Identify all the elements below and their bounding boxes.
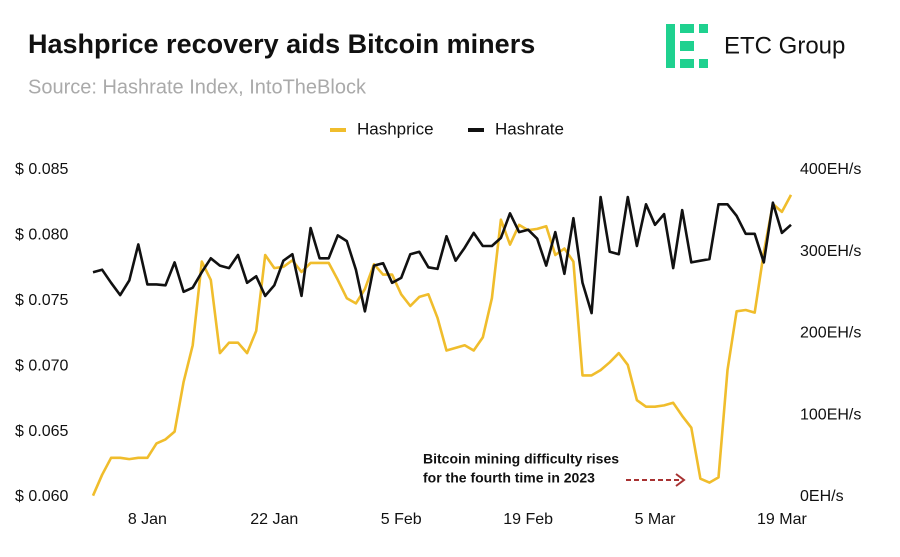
series-line	[92, 195, 792, 315]
y-tick-label: $ 0.085	[15, 161, 68, 178]
y2-tick-label: 100EH/s	[800, 406, 861, 423]
y-tick-label: $ 0.075	[15, 292, 68, 309]
y2-tick-label: 300EH/s	[800, 243, 861, 260]
chart-subtitle: Source: Hashrate Index, IntoTheBlock	[28, 76, 367, 98]
annotation: Bitcoin mining difficulty rises	[423, 451, 619, 467]
x-tick-label: 19 Feb	[503, 511, 553, 528]
series-line	[91, 194, 793, 497]
y2-tick-label: 0EH/s	[800, 488, 844, 505]
y2-tick-label: 200EH/s	[800, 325, 861, 342]
x-tick-label: 19 Mar	[757, 511, 807, 528]
x-tick-label: 8 Jan	[128, 511, 167, 528]
annotation-arrowhead	[675, 473, 686, 487]
brand-logo: ETC Group	[666, 24, 845, 68]
x-tick-label: 5 Mar	[635, 511, 677, 528]
y-tick-label: $ 0.070	[15, 357, 68, 374]
y-tick-label: $ 0.065	[15, 423, 68, 440]
y-tick-label: $ 0.060	[15, 488, 68, 505]
brand-name: ETC Group	[724, 32, 845, 59]
chart-title: Hashprice recovery aids Bitcoin miners	[28, 29, 535, 59]
annotation: for the fourth time in 2023	[423, 470, 595, 486]
y2-tick-label: 400EH/s	[800, 161, 861, 178]
y-tick-label: $ 0.080	[15, 227, 68, 244]
legend-label: Hashrate	[495, 119, 564, 138]
x-tick-label: 5 Feb	[381, 511, 422, 528]
x-tick-label: 22 Jan	[250, 511, 298, 528]
legend-label: Hashprice	[357, 119, 434, 138]
